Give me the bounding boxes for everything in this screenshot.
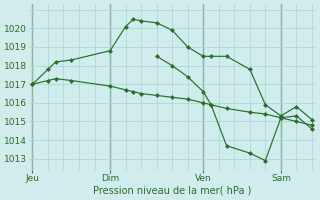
- X-axis label: Pression niveau de la mer( hPa ): Pression niveau de la mer( hPa ): [93, 186, 252, 196]
